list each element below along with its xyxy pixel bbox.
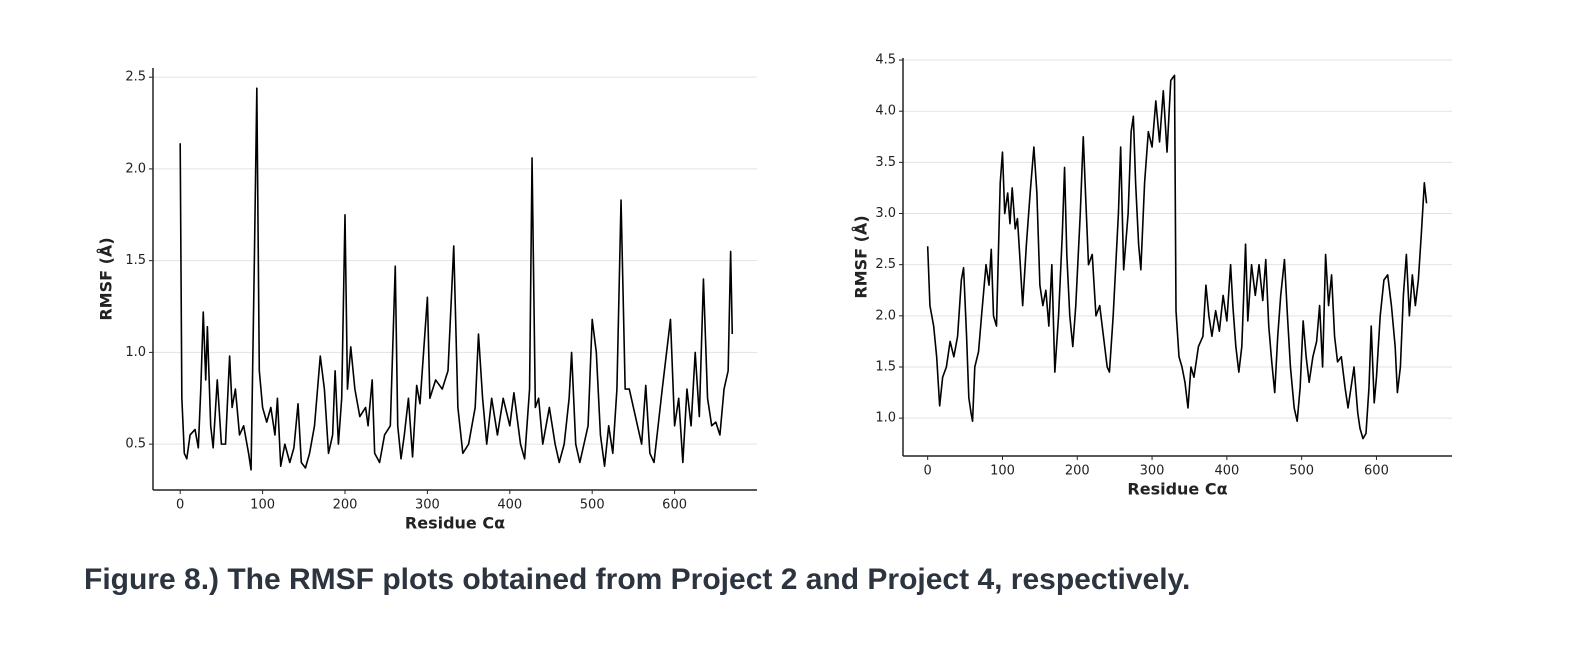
y-tick-label: 1.5 <box>875 359 896 374</box>
x-tick-label: 300 <box>415 498 440 513</box>
y-tick-label: 3.5 <box>875 155 896 170</box>
x-tick-label: 100 <box>250 498 275 513</box>
y-tick-label: 1.5 <box>125 253 146 268</box>
x-tick-label: 0 <box>176 498 184 513</box>
caption: Figure 8.) The RMSF plots obtained from … <box>84 563 1190 596</box>
x-tick-label: 0 <box>924 464 932 479</box>
y-tick-label: 2.0 <box>875 308 896 323</box>
y-axis-label: RMSF (Å) <box>97 237 116 320</box>
y-tick-label: 4.0 <box>875 104 896 119</box>
y-axis-label: RMSF (Å) <box>852 215 871 298</box>
y-tick-label: 0.5 <box>125 437 146 452</box>
x-tick-label: 500 <box>580 498 605 513</box>
y-tick-label: 1.0 <box>125 345 146 360</box>
x-tick-label: 400 <box>1214 464 1239 479</box>
x-tick-label: 500 <box>1289 464 1314 479</box>
rmsf-line <box>179 87 734 471</box>
x-tick-label: 600 <box>1364 464 1389 479</box>
x-axis-label: Residue Cα <box>405 514 505 533</box>
x-tick-label: 100 <box>990 464 1015 479</box>
x-axis-label: Residue Cα <box>1127 480 1227 499</box>
x-tick-label: 200 <box>333 498 358 513</box>
x-tick-label: 600 <box>662 498 687 513</box>
y-tick-label: 4.5 <box>875 53 896 68</box>
x-tick-label: 300 <box>1140 464 1165 479</box>
y-tick-label: 2.5 <box>875 257 896 272</box>
rmsf-line <box>926 74 1428 440</box>
x-tick-label: 400 <box>497 498 522 513</box>
y-tick-label: 1.0 <box>875 411 896 426</box>
y-tick-label: 2.5 <box>125 70 146 85</box>
y-tick-label: 3.0 <box>875 206 896 221</box>
x-tick-label: 200 <box>1065 464 1090 479</box>
y-tick-label: 2.0 <box>125 161 146 176</box>
